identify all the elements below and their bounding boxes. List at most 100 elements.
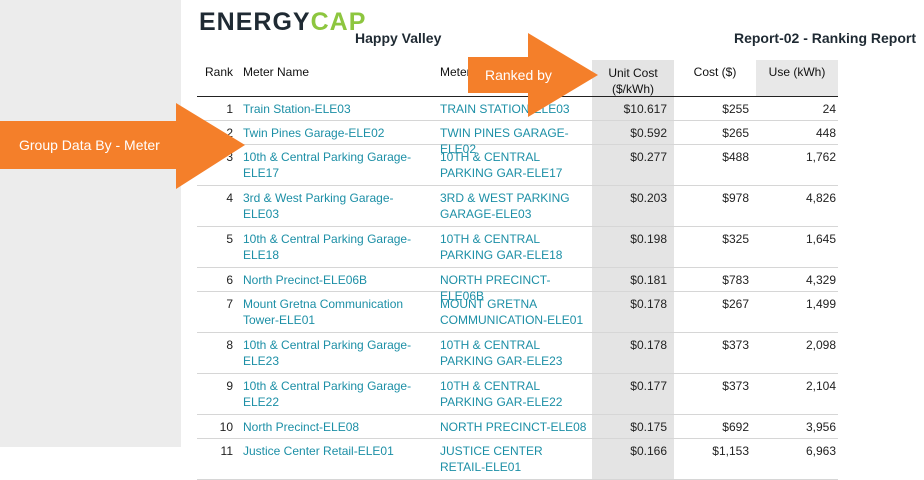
use-cell: 2,104 <box>805 379 836 393</box>
unit-cost-cell-shade <box>592 374 674 414</box>
cost-cell: $373 <box>722 338 749 352</box>
col-rank-header: Rank <box>205 65 234 79</box>
logo-main-text: ENERGY <box>199 8 311 36</box>
rank-cell: 6 <box>226 273 233 287</box>
unit-cost-cell: $10.617 <box>623 102 667 116</box>
meter-name-link[interactable]: North Precinct-ELE08 <box>243 420 360 434</box>
meter-name-link[interactable]: Train Station-ELE03 <box>243 102 351 116</box>
meter-name-link[interactable]: Mount Gretna Communication Tower-ELE01 <box>243 297 404 327</box>
meter-name-link[interactable]: 10th & Central Parking Garage-ELE23 <box>243 338 412 368</box>
unit-cost-cell-shade <box>592 268 674 291</box>
use-cell: 1,645 <box>805 232 836 246</box>
cost-cell: $1,153 <box>712 444 749 458</box>
unit-cost-cell-shade <box>592 145 674 185</box>
table-row: 5 10th & Central Parking Garage-ELE18 10TH… <box>197 227 838 268</box>
cost-cell: $325 <box>722 232 749 246</box>
table-body: 1 Train Station-ELE03 TRAIN STATION-ELE03 $… <box>197 97 838 480</box>
meter-code-link[interactable]: 10TH & CENTRAL PARKING GAR-ELE18 <box>440 232 563 262</box>
rank-cell: 3 <box>226 150 233 164</box>
cost-cell: $265 <box>722 126 749 140</box>
meter-name-link[interactable]: Justice Center Retail-ELE01 <box>243 444 394 458</box>
rank-cell: 4 <box>226 191 233 205</box>
cost-cell: $692 <box>722 420 749 434</box>
unit-cost-cell-shade <box>592 186 674 226</box>
meter-code-link[interactable]: TWIN PINES GARAGE-ELE02 <box>440 126 569 156</box>
report-title: Report-02 - Ranking Report <box>733 30 916 46</box>
use-cell: 3,956 <box>805 420 836 434</box>
use-cell: 1,762 <box>805 150 836 164</box>
unit-cost-cell: $0.178 <box>630 297 667 311</box>
col-meter-name-header: Meter Name <box>243 65 310 79</box>
table-row: 8 10th & Central Parking Garage-ELE23 10TH… <box>197 333 838 374</box>
use-header-shade <box>756 60 838 96</box>
logo-accent-text: CAP <box>310 8 367 36</box>
meter-code-link[interactable]: JUSTICE CENTER RETAIL-ELE01 <box>440 444 543 474</box>
cost-cell: $488 <box>722 150 749 164</box>
meter-code-link[interactable]: 10TH & CENTRAL PARKING GAR-ELE23 <box>440 338 563 368</box>
unit-cost-cell-shade <box>592 333 674 373</box>
col-unit-cost-header: Unit Cost ($/kWh) <box>592 65 674 97</box>
unit-cost-cell-shade <box>592 97 674 120</box>
table-row: 3 10th & Central Parking Garage-ELE17 10TH… <box>197 145 838 186</box>
rank-cell: 11 <box>220 444 233 458</box>
col-use-header: Use (kWh) <box>768 65 826 79</box>
group-by-arrow <box>0 103 245 189</box>
meter-code-link[interactable]: 10TH & CENTRAL PARKING GAR-ELE17 <box>440 150 563 180</box>
ranked-by-label: Ranked by <box>485 67 552 83</box>
ranked-by-arrow-shape <box>468 33 598 117</box>
unit-cost-cell-shade <box>592 227 674 267</box>
meter-code-link[interactable]: MOUNT GRETNA COMMUNICATION-ELE01 <box>440 297 584 327</box>
group-by-arrow-shape <box>0 103 245 189</box>
meter-name-link[interactable]: North Precinct-ELE06B <box>243 273 368 287</box>
cost-cell: $373 <box>722 379 749 393</box>
meter-code-link[interactable]: 10TH & CENTRAL PARKING GAR-ELE22 <box>440 379 563 409</box>
col-cost-header: Cost ($) <box>693 65 737 79</box>
rank-cell: 9 <box>226 379 233 393</box>
rank-cell: 2 <box>226 126 233 140</box>
use-cell: 2,098 <box>805 338 836 352</box>
unit-cost-cell-shade <box>592 292 674 332</box>
group-by-label: Group Data By - Meter <box>19 137 160 153</box>
unit-cost-cell: $0.181 <box>630 273 667 287</box>
meter-code-link[interactable]: 3RD & WEST PARKING GARAGE-ELE03 <box>440 191 570 221</box>
table-row: 9 10th & Central Parking Garage-ELE22 10TH… <box>197 374 838 415</box>
table-row: 11 Justice Center Retail-ELE01 JUSTICE CEN… <box>197 439 838 480</box>
meter-code-link[interactable]: NORTH PRECINCT-ELE06B <box>440 273 551 303</box>
unit-cost-cell: $0.178 <box>630 338 667 352</box>
unit-cost-header-line1: Unit Cost <box>608 66 658 80</box>
cost-cell: $978 <box>722 191 749 205</box>
unit-cost-cell: $0.177 <box>630 379 667 393</box>
unit-cost-header-line2: ($/kWh) <box>612 82 654 96</box>
unit-cost-header-shade <box>592 60 674 96</box>
ranked-by-arrow <box>468 33 598 117</box>
unit-cost-cell: $0.175 <box>630 420 667 434</box>
use-cell: 1,499 <box>805 297 836 311</box>
page-margin <box>0 0 181 447</box>
rank-cell: 1 <box>226 102 233 116</box>
unit-cost-cell: $0.203 <box>630 191 667 205</box>
unit-cost-cell-shade <box>592 415 674 438</box>
meter-name-link[interactable]: 10th & Central Parking Garage-ELE22 <box>243 379 412 409</box>
energycap-logo: ENERGYCAP <box>199 8 366 37</box>
table-row: 10 North Precinct-ELE08 NORTH PRECINCT-ELE… <box>197 415 838 439</box>
table-header: Rank Meter Name Meter Unit Cost ($/kWh) C… <box>197 60 838 97</box>
meter-name-link[interactable]: 10th & Central Parking Garage-ELE17 <box>243 150 412 180</box>
meter-name-link[interactable]: Twin Pines Garage-ELE02 <box>243 126 385 140</box>
unit-cost-cell-shade <box>592 121 674 144</box>
table-row: 6 North Precinct-ELE06B NORTH PRECINCT-ELE… <box>197 268 838 303</box>
unit-cost-cell: $0.277 <box>630 150 667 164</box>
rank-cell: 8 <box>226 338 233 352</box>
meter-code-link[interactable]: NORTH PRECINCT-ELE08 <box>440 420 587 434</box>
meter-name-link[interactable]: 10th & Central Parking Garage-ELE18 <box>243 232 412 262</box>
use-cell: 6,963 <box>805 444 836 458</box>
unit-cost-cell: $0.592 <box>630 126 667 140</box>
unit-cost-cell: $0.166 <box>630 444 667 458</box>
site-name: Happy Valley <box>355 30 442 46</box>
use-cell: 24 <box>822 102 836 116</box>
cost-cell: $783 <box>722 273 749 287</box>
table-row: 4 3rd & West Parking Garage-ELE03 3RD & WE… <box>197 186 838 227</box>
meter-name-link[interactable]: 3rd & West Parking Garage-ELE03 <box>243 191 394 221</box>
use-cell: 448 <box>815 126 836 140</box>
table-row: 7 Mount Gretna Communication Tower-ELE01 M… <box>197 292 838 333</box>
cost-cell: $267 <box>722 297 749 311</box>
